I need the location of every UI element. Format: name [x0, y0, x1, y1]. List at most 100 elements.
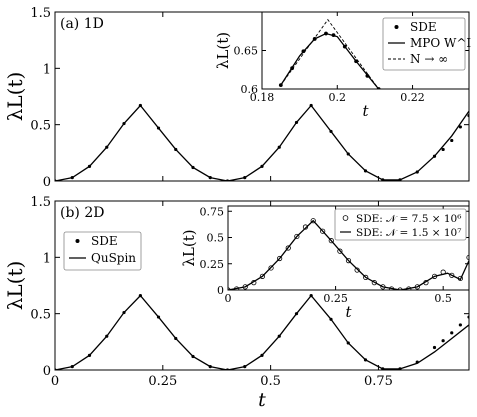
- series-point: [432, 345, 437, 350]
- series-point: [174, 336, 178, 341]
- legend-label: MPO W^I: [410, 36, 471, 50]
- x-axis-label: t: [362, 102, 369, 120]
- series-point: [260, 353, 264, 357]
- y-axis-label: λL(t): [214, 32, 232, 69]
- legend-label: SDE: [91, 234, 118, 248]
- series-point: [457, 275, 463, 282]
- series-point: [243, 365, 247, 369]
- series-point: [294, 312, 299, 316]
- data-layer: [278, 18, 381, 89]
- legend-label: SDE: 𝒩 = 7.5 × 10⁶: [356, 213, 461, 225]
- series-point: [440, 269, 446, 275]
- series-point: [309, 294, 313, 298]
- series-point: [328, 238, 334, 244]
- series-point: [441, 147, 445, 152]
- series-point: [414, 284, 420, 290]
- series-point: [268, 265, 274, 271]
- x-axis-label: t: [345, 303, 352, 321]
- series-point: [105, 334, 109, 338]
- legend-box: [382, 17, 466, 71]
- series-point: [259, 273, 266, 279]
- series-point: [441, 339, 445, 343]
- x-tick-label: 0.5: [434, 292, 452, 305]
- data-layer: [55, 103, 469, 181]
- series-point: [122, 310, 126, 315]
- series-point: [458, 323, 462, 327]
- series-point: [208, 365, 212, 369]
- series-point: [87, 164, 92, 168]
- x-tick-label: 0: [225, 292, 232, 305]
- series-point: [208, 176, 212, 180]
- series-point: [242, 284, 248, 290]
- series-point: [415, 170, 419, 174]
- y-tick-label: 0: [217, 284, 224, 297]
- series-point: [381, 367, 385, 370]
- legend-marker: [342, 215, 349, 221]
- legend-marker: [75, 239, 80, 243]
- plot-frame: [227, 205, 470, 291]
- series-point: [87, 353, 92, 357]
- x-tick-label: 0.5: [260, 374, 281, 389]
- series-point: [320, 228, 326, 234]
- legend: SDE MPO W^I N → ∞: [382, 17, 471, 71]
- series-point: [70, 365, 74, 369]
- series-point: [122, 121, 126, 126]
- series-point: [363, 274, 369, 280]
- series-point: [285, 245, 291, 251]
- series-point: [156, 126, 161, 130]
- x-tick-label: 0.18: [250, 91, 275, 104]
- y-axis-label: λL(t): [3, 72, 27, 122]
- series-point: [345, 257, 352, 264]
- y-axis-label: λL(t): [3, 261, 27, 311]
- series-point: [363, 169, 368, 173]
- panel-label: (b) 2D: [60, 205, 104, 221]
- series-line-2: [280, 18, 380, 89]
- series-point: [294, 233, 300, 240]
- series-line-0: [228, 219, 469, 290]
- series-point: [105, 145, 109, 149]
- legend-marker: [394, 25, 399, 29]
- series-point: [329, 129, 333, 134]
- series-point: [398, 367, 402, 370]
- x-tick-label: 0: [51, 374, 59, 389]
- x-tick-label: 0.25: [148, 374, 177, 389]
- series-point: [309, 103, 313, 108]
- series-point: [294, 120, 299, 125]
- y-tick-label: 0.5: [30, 119, 51, 134]
- series-point: [138, 103, 142, 108]
- legend-label: SDE: 𝒩 = 1.5 × 10⁷: [356, 227, 461, 239]
- y-tick-label: 0.5: [30, 308, 51, 323]
- series-point: [423, 280, 429, 286]
- series-point: [431, 273, 438, 279]
- series-point: [191, 165, 195, 170]
- series-point: [302, 224, 309, 230]
- y-tick-label: 0.6: [241, 83, 259, 96]
- series-point: [234, 286, 240, 290]
- series-point: [70, 176, 74, 180]
- y-tick-label: 1: [43, 251, 51, 266]
- x-tick-label: 0.2: [329, 91, 347, 104]
- y-tick-label: 0.25: [200, 258, 225, 271]
- legend: SDE QuSpin: [63, 231, 142, 271]
- x-tick-label: 0.25: [323, 292, 348, 305]
- series-point: [310, 218, 316, 224]
- y-tick-label: 1: [43, 62, 51, 77]
- series-point: [406, 286, 412, 290]
- series-point: [380, 284, 386, 290]
- x-tick-label: 0.22: [400, 91, 425, 104]
- y-tick-label: 0.65: [234, 45, 259, 58]
- y-tick-label: 1.5: [30, 6, 51, 21]
- series-point: [371, 280, 377, 286]
- x-tick-label: 0.75: [364, 374, 393, 389]
- series-point: [243, 176, 247, 180]
- y-tick-label: 0.75: [200, 205, 225, 218]
- legend-label: QuSpin: [91, 251, 136, 265]
- series-point: [346, 341, 350, 345]
- legend-box: [334, 208, 467, 241]
- series-point: [450, 138, 454, 143]
- x-axis-label: t: [258, 389, 266, 411]
- series-point: [277, 255, 283, 262]
- series-point: [277, 145, 281, 149]
- inset-b: 0 0.25 0.5 0.75 0 0.25 0.5 λL(t) t SDE: 𝒩 = 7.5 ×…: [180, 205, 470, 321]
